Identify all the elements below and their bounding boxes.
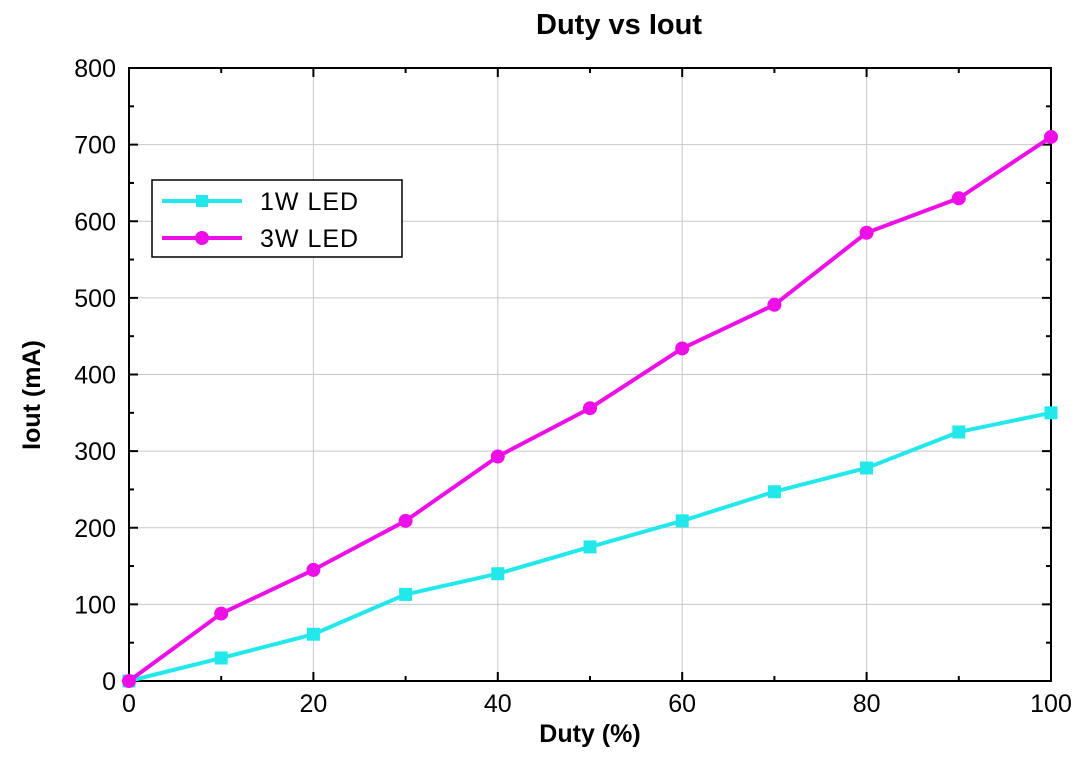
data-point (1044, 406, 1058, 420)
x-tick-label: 0 (122, 690, 136, 718)
data-point (767, 485, 781, 499)
data-point (122, 674, 136, 688)
legend-label-1w: 1W LED (260, 188, 359, 216)
data-point (583, 401, 597, 416)
legend-marker-1w (196, 195, 208, 207)
data-point (399, 587, 413, 601)
y-tick-label: 0 (102, 668, 116, 696)
series-0 (122, 406, 1058, 688)
data-point (214, 651, 228, 665)
data-point (214, 606, 229, 621)
data-point (583, 540, 597, 554)
series-1 (122, 129, 1058, 688)
data-point (398, 513, 413, 528)
data-point (859, 225, 874, 240)
legend-marker-3w (195, 231, 209, 245)
x-tick-label: 40 (484, 690, 512, 718)
x-tick-label: 20 (299, 690, 327, 718)
grid (129, 68, 1051, 681)
y-tick-label: 200 (74, 515, 116, 543)
axis-ticks: 0 20 40 60 80 100 0 100 200 300 400 500 600 700 800 (74, 55, 1072, 718)
data-point (767, 297, 782, 312)
data-point (1044, 129, 1058, 144)
data-point (306, 627, 320, 641)
y-tick-label: 400 (74, 362, 116, 390)
data-point (306, 562, 321, 577)
y-tick-label: 700 (74, 132, 116, 160)
data-point (490, 449, 505, 464)
data-point (491, 567, 505, 581)
series-group (122, 129, 1058, 688)
y-tick-label: 800 (74, 55, 116, 83)
x-axis-label: Duty (%) (539, 720, 640, 748)
legend-label-3w: 3W LED (260, 225, 359, 253)
x-tick-label: 80 (853, 690, 881, 718)
y-tick-label: 500 (74, 285, 116, 313)
legend-box (151, 179, 403, 258)
y-tick-label: 600 (74, 208, 116, 236)
x-tick-label: 100 (1030, 690, 1072, 718)
data-point (675, 514, 689, 528)
legend: 1W LED 3W LED (151, 179, 403, 258)
data-point (675, 341, 690, 356)
data-point (952, 425, 966, 439)
x-tick-label: 60 (668, 690, 696, 718)
chart-title: Duty vs Iout (536, 9, 702, 41)
data-point (951, 191, 966, 206)
data-point (860, 461, 874, 475)
y-axis-label: Iout (mA) (18, 340, 46, 450)
y-tick-label: 100 (74, 591, 116, 619)
y-tick-label: 300 (74, 438, 116, 466)
